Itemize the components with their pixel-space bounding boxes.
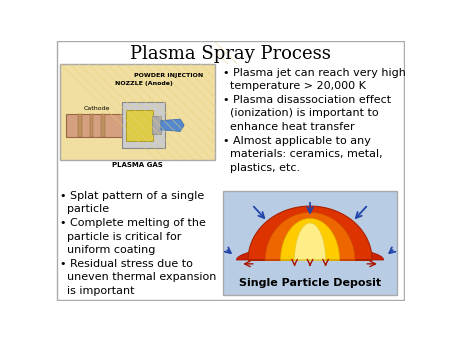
Text: • Plasma jet can reach very high
  temperature > 20,000 K
• Plasma disassociatio: • Plasma jet can reach very high tempera… [223,68,406,173]
Text: POWDER INJECTION: POWDER INJECTION [134,73,203,78]
Bar [78,114,82,137]
Bar [223,191,397,295]
Polygon shape [281,218,339,260]
Bar [152,116,161,135]
Bar [66,114,125,137]
Text: PLASMA GAS: PLASMA GAS [112,162,163,168]
Bar [101,114,105,137]
Text: Plasma Spray Process: Plasma Spray Process [130,45,331,64]
Polygon shape [161,119,184,131]
Bar [90,114,94,137]
Text: NOZZLE (Anode): NOZZLE (Anode) [115,80,173,86]
Bar [122,102,165,148]
Bar [126,110,153,141]
Polygon shape [295,223,325,260]
Text: Cathode: Cathode [83,106,110,111]
Polygon shape [236,246,384,260]
Polygon shape [248,206,372,260]
Bar [60,64,215,160]
Text: • Splat pattern of a single
  particle
• Complete melting of the
  particle is c: • Splat pattern of a single particle • C… [60,191,216,296]
Text: Single Particle Deposit: Single Particle Deposit [239,279,381,289]
Polygon shape [265,212,355,260]
